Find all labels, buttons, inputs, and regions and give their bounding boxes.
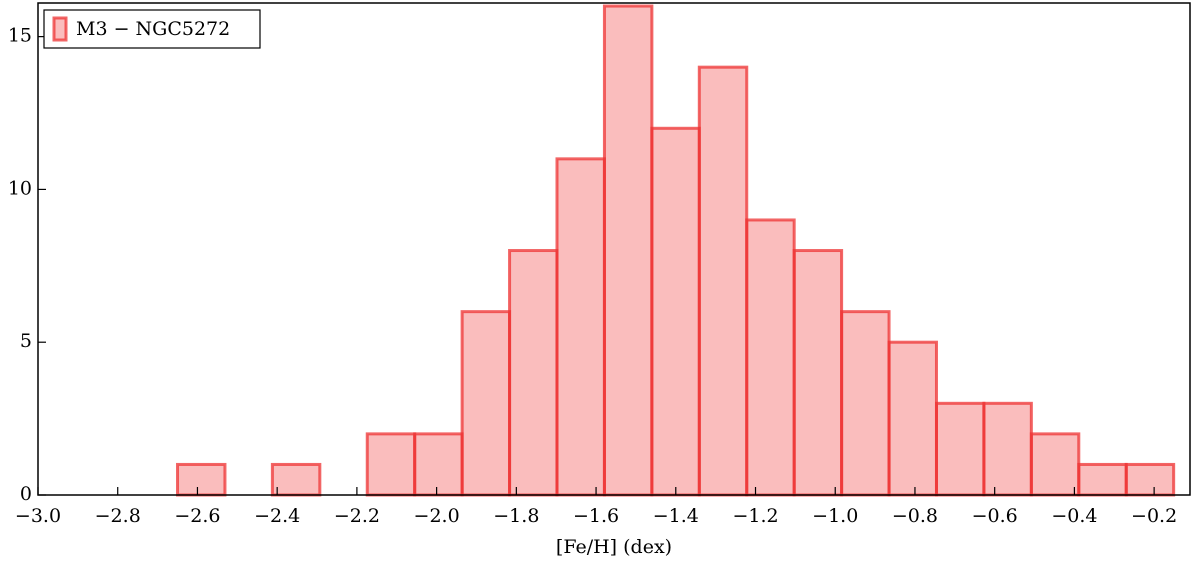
x-tick-label: −0.4 [1051,505,1097,527]
y-tick-label: 15 [8,25,32,47]
bar [1124,462,1176,497]
x-tick-label: −3.0 [15,505,61,527]
x-tick-label: −1.6 [573,505,619,527]
bar [460,310,512,497]
legend-box [43,9,261,49]
x-tick-label: −2.0 [414,505,460,527]
x-tick-label: −0.6 [972,505,1018,527]
y-tick-label: 0 [20,483,32,505]
bar [508,249,559,497]
bar [697,65,749,497]
plot-frame [37,2,1191,496]
bar [1029,432,1081,497]
bar [555,157,606,497]
legend-label: M3 − NGC5272 [76,18,230,40]
bar [840,310,891,497]
y-tick-label: 5 [20,330,32,352]
x-tick-label: −0.2 [1131,505,1177,527]
bar [413,432,464,497]
bar [270,462,322,497]
bar [934,401,986,497]
bar [365,432,417,497]
x-tick-label: −2.6 [174,505,220,527]
x-tick-label: −1.2 [732,505,778,527]
x-tick-label: −1.4 [653,505,699,527]
x-tick-label: −2.2 [334,505,380,527]
x-tick-label: −1.0 [812,505,858,527]
bar [176,462,227,497]
bar [745,218,796,497]
bar [1077,462,1128,497]
bar [602,4,654,497]
bar [650,126,701,497]
bar [982,401,1033,497]
x-tick-label: −0.8 [892,505,938,527]
y-tick-label: 10 [8,177,32,199]
x-tick-label: −2.8 [95,505,141,527]
x-axis-label: [Fe/H] (dex) [556,536,672,558]
bar [887,340,938,497]
x-tick-label: −2.4 [254,505,300,527]
bar [792,249,844,497]
x-tick-label: −1.8 [493,505,539,527]
legend-swatch [52,16,68,42]
